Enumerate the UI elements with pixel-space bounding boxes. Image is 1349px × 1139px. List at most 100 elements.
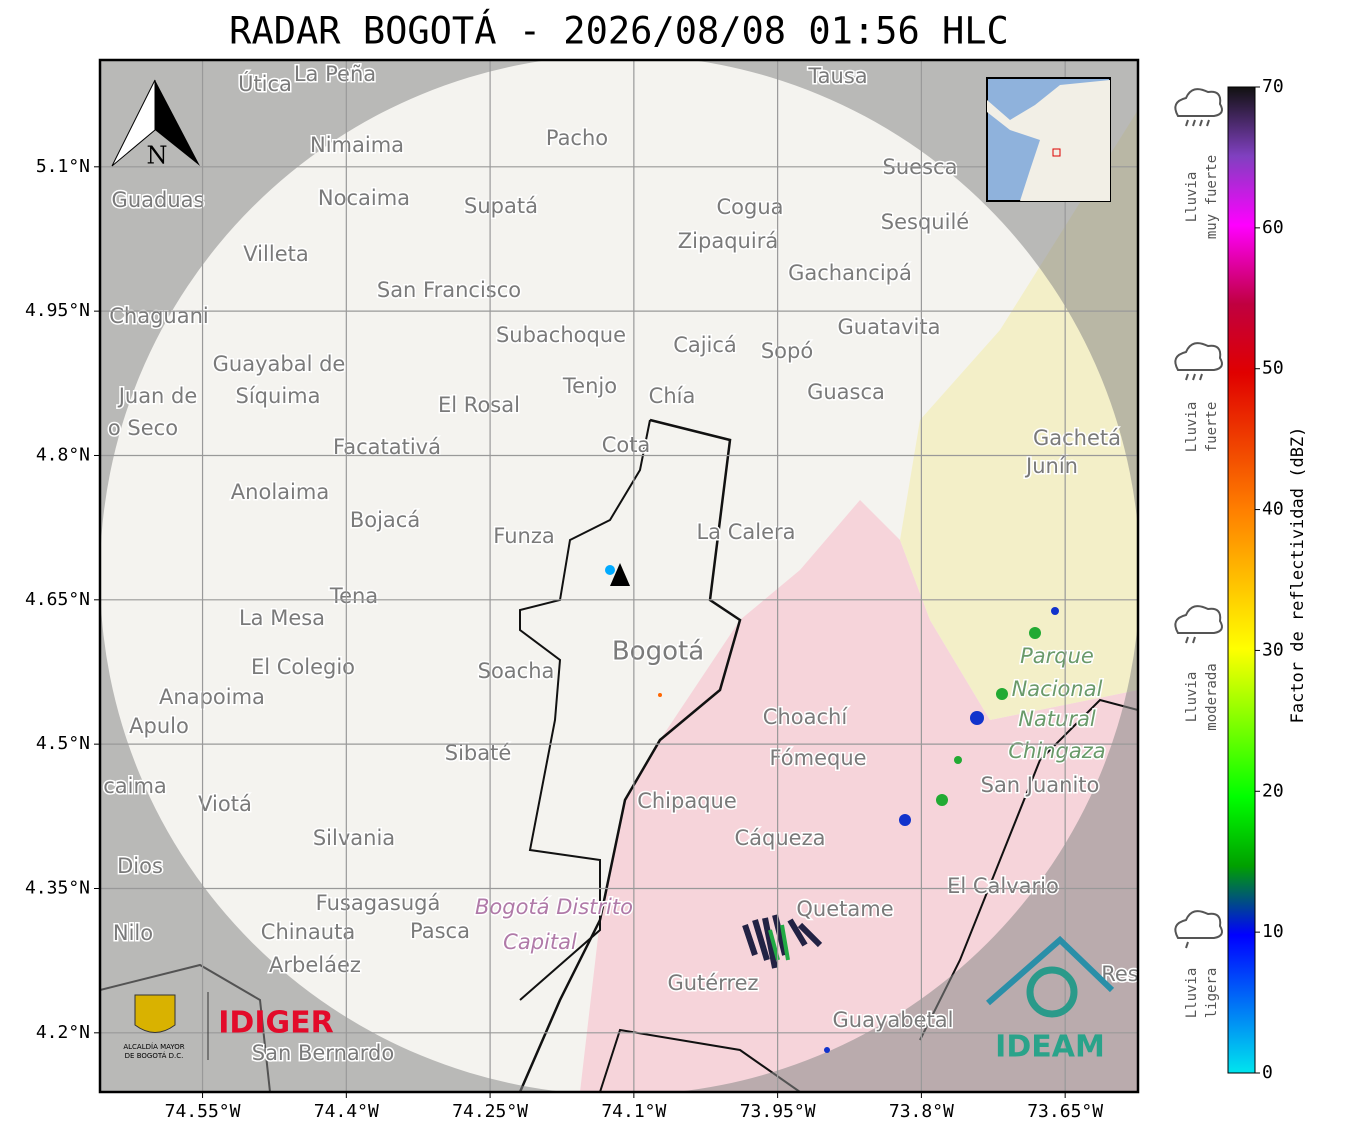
y-tick-label: 4.35°N	[25, 877, 90, 898]
place-label: Soacha	[478, 659, 555, 683]
colorbar-tick-label: 40	[1262, 499, 1284, 520]
place-label: Funza	[493, 524, 554, 548]
place-label: Zipaquirá	[678, 229, 778, 253]
place-label: Tausa	[807, 64, 867, 88]
place-label: Capital	[503, 930, 577, 954]
logos: ALCALDÍA MAYOR DE BOGOTÁ D.C. IDIGER IDE…	[123, 935, 1115, 1065]
rain-drop	[1185, 119, 1189, 127]
rain-category: Lluvia	[1184, 968, 1200, 1019]
rain-drop	[1192, 119, 1196, 127]
rain-drop	[1185, 636, 1189, 644]
colorbar-tick-label: 50	[1262, 358, 1284, 379]
place-label: Chinauta	[261, 920, 355, 944]
place-label: El Calvario	[947, 874, 1059, 898]
colorbar-tick-label: 10	[1262, 921, 1284, 942]
place-label: Fusagasugá	[316, 891, 441, 915]
place-label: Chía	[649, 384, 696, 408]
north-arrow: N	[111, 79, 200, 170]
place-label: Guayabetal	[833, 1008, 954, 1032]
rain-icon	[1174, 88, 1223, 117]
place-label: Tena	[329, 584, 378, 608]
colorbar-tick-label: 0	[1262, 1062, 1273, 1083]
place-label: Nocaima	[318, 186, 410, 210]
rain-drop	[1206, 119, 1210, 127]
place-label: Guasca	[807, 380, 885, 404]
place-label: Chingaza	[1008, 739, 1105, 763]
y-tick-label: 4.8°N	[36, 444, 90, 465]
place-label: Nilo	[113, 921, 153, 945]
place-label: Junín	[1024, 454, 1078, 478]
rain-category: moderada	[1204, 663, 1220, 730]
place-label: El Colegio	[251, 655, 355, 679]
rain-category: ligera	[1204, 968, 1220, 1019]
x-tick-label: 73.65°W	[1027, 1101, 1103, 1122]
x-tick-label: 73.8°W	[889, 1101, 954, 1122]
place-label: Fómeque	[769, 746, 866, 770]
logo-text: DE BOGOTÁ D.C.	[125, 1051, 184, 1060]
rain-drop	[1199, 119, 1203, 127]
place-label: Sopó	[761, 339, 813, 363]
rain-category: muy fuerte	[1204, 155, 1220, 239]
place-label: Pacho	[546, 126, 608, 150]
frame	[98, 58, 1140, 1094]
place-label: Pasca	[410, 919, 470, 943]
place-label: Arbeláez	[269, 953, 361, 977]
x-tick-label: 73.95°W	[740, 1101, 816, 1122]
place-label: El Rosal	[438, 393, 520, 417]
place-label: Chaguani	[109, 304, 209, 328]
place-label: Silvania	[313, 826, 395, 850]
place-label: caima	[103, 774, 167, 798]
rain-icon	[1174, 910, 1223, 939]
place-label: Nacional	[1012, 677, 1103, 701]
rain-category: Lluvia	[1184, 402, 1200, 453]
north-label: N	[147, 142, 168, 170]
y-tick-label: 4.2°N	[36, 1022, 90, 1043]
place-label: Gutérrez	[667, 971, 758, 995]
place-label: San Bernardo	[252, 1041, 394, 1065]
x-tick-label: 74.55°W	[165, 1101, 241, 1122]
place-label: Útica	[238, 71, 292, 96]
colorbar-tick-label: 70	[1262, 76, 1284, 97]
place-label: Síquima	[236, 384, 321, 408]
place-label: Cogua	[716, 195, 783, 219]
place-label: Tenjo	[562, 374, 617, 398]
place-label: Quetame	[796, 897, 893, 921]
place-label: La Peña	[294, 62, 376, 86]
y-tick-label: 4.65°N	[25, 589, 90, 610]
rain-drop	[1185, 373, 1189, 381]
rain-icon	[1174, 605, 1223, 634]
logo-idiger: IDIGER	[218, 1006, 333, 1041]
place-label: Villeta	[243, 242, 308, 266]
inset-map	[986, 77, 1111, 202]
place-label: La Calera	[696, 520, 795, 544]
radar-site	[610, 563, 630, 586]
place-label: Natural	[1018, 707, 1096, 731]
colorbar-label: Factor de reflectividad (dBZ)	[1288, 427, 1308, 724]
rain-drop	[1185, 941, 1189, 949]
colorbar	[1227, 86, 1256, 1074]
place-label: Guatavita	[838, 315, 941, 339]
place-label: Gachetá	[1033, 426, 1121, 450]
place-label: Supatá	[464, 194, 538, 218]
rain-drop	[1199, 373, 1203, 381]
x-tick-label: 74.1°W	[601, 1101, 666, 1122]
logo-text: ALCALDÍA MAYOR	[123, 1042, 184, 1051]
colorbar-tick-label: 30	[1262, 639, 1284, 660]
place-label: Choachí	[763, 705, 849, 729]
x-tick-label: 74.4°W	[314, 1101, 379, 1122]
place-label: Nimaima	[310, 133, 404, 157]
place-label: La Mesa	[239, 606, 325, 630]
map: Útica La Peña TausaPachoNimaimaSuescaGuadu…	[100, 60, 1138, 1092]
rain-category: Lluvia	[1184, 672, 1200, 723]
y-tick-label: 4.95°N	[25, 300, 90, 321]
rain-drop	[1192, 636, 1196, 644]
place-label: San Juanito	[981, 773, 1100, 797]
place-label: Cajicá	[673, 333, 737, 357]
colorbar-tick-label: 20	[1262, 780, 1284, 801]
place-label: Cota	[602, 433, 651, 457]
rain-category: fuerte	[1204, 402, 1220, 453]
place-label: o Seco	[108, 416, 178, 440]
rain-icon	[1174, 342, 1223, 371]
colorbar-tick-label: 60	[1262, 217, 1284, 238]
